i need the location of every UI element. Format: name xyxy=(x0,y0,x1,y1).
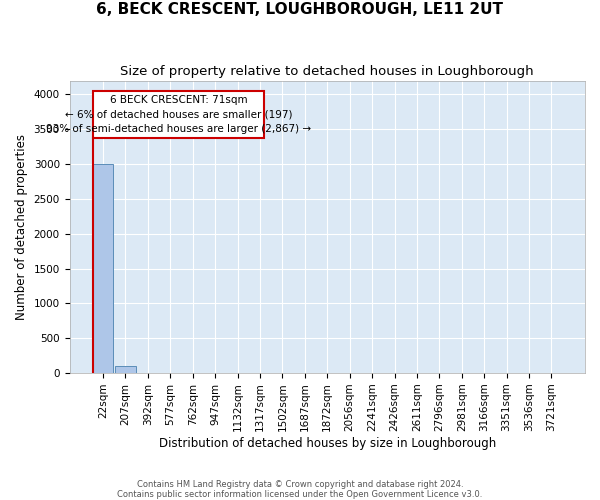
X-axis label: Distribution of detached houses by size in Loughborough: Distribution of detached houses by size … xyxy=(158,437,496,450)
Bar xyxy=(115,366,136,373)
Text: 6 BECK CRESCENT: 71sqm
← 6% of detached houses are smaller (197)
93% of semi-det: 6 BECK CRESCENT: 71sqm ← 6% of detached … xyxy=(46,95,311,134)
FancyBboxPatch shape xyxy=(93,91,265,138)
Title: Size of property relative to detached houses in Loughborough: Size of property relative to detached ho… xyxy=(121,65,534,78)
Text: 6, BECK CRESCENT, LOUGHBOROUGH, LE11 2UT: 6, BECK CRESCENT, LOUGHBOROUGH, LE11 2UT xyxy=(97,2,503,18)
Y-axis label: Number of detached properties: Number of detached properties xyxy=(15,134,28,320)
Bar xyxy=(93,164,113,373)
Text: Contains HM Land Registry data © Crown copyright and database right 2024.
Contai: Contains HM Land Registry data © Crown c… xyxy=(118,480,482,499)
